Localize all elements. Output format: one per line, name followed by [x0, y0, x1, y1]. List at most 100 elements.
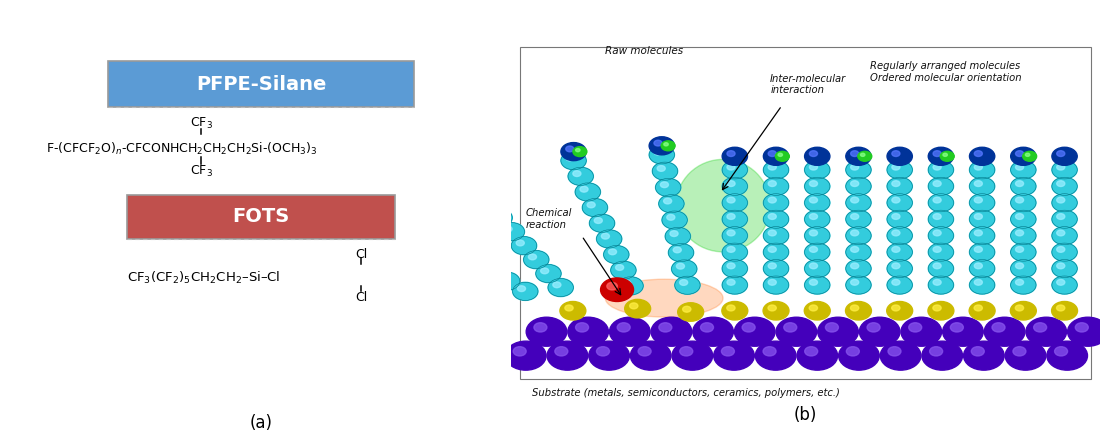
Circle shape: [722, 177, 748, 195]
Circle shape: [663, 198, 672, 204]
Circle shape: [1015, 214, 1023, 219]
Circle shape: [462, 181, 488, 199]
Ellipse shape: [675, 159, 770, 252]
Circle shape: [804, 147, 830, 165]
Circle shape: [845, 276, 871, 294]
Circle shape: [575, 148, 580, 152]
Circle shape: [659, 323, 672, 332]
Circle shape: [722, 301, 748, 320]
Circle shape: [523, 251, 549, 268]
Circle shape: [887, 194, 912, 212]
Circle shape: [651, 317, 692, 346]
Circle shape: [554, 346, 568, 356]
Circle shape: [630, 303, 638, 309]
Circle shape: [970, 243, 994, 261]
Circle shape: [970, 194, 994, 212]
Circle shape: [933, 164, 941, 170]
Circle shape: [1052, 226, 1078, 245]
Circle shape: [589, 341, 630, 370]
Circle shape: [403, 222, 429, 240]
Circle shape: [1025, 153, 1030, 156]
Circle shape: [809, 305, 818, 311]
Circle shape: [390, 215, 399, 221]
Circle shape: [513, 346, 527, 356]
Circle shape: [930, 346, 942, 356]
Circle shape: [597, 346, 610, 356]
Circle shape: [777, 317, 817, 346]
Circle shape: [667, 215, 674, 220]
Circle shape: [1011, 260, 1035, 278]
Circle shape: [660, 182, 669, 187]
Circle shape: [1057, 164, 1064, 170]
Circle shape: [603, 246, 629, 264]
Circle shape: [659, 194, 684, 213]
Circle shape: [662, 211, 688, 229]
Circle shape: [810, 151, 818, 156]
Circle shape: [940, 151, 954, 161]
Circle shape: [929, 243, 953, 261]
Circle shape: [677, 263, 684, 269]
Circle shape: [778, 153, 782, 156]
Circle shape: [734, 317, 775, 346]
Circle shape: [742, 323, 755, 332]
Circle shape: [652, 162, 678, 180]
Text: Raw molecules: Raw molecules: [605, 46, 683, 56]
Circle shape: [721, 346, 734, 356]
Circle shape: [655, 178, 681, 197]
Circle shape: [970, 147, 994, 165]
Circle shape: [810, 263, 818, 269]
Circle shape: [888, 346, 901, 356]
Circle shape: [845, 243, 871, 261]
Circle shape: [722, 243, 748, 261]
Circle shape: [601, 278, 633, 301]
Circle shape: [727, 247, 735, 252]
Circle shape: [810, 197, 818, 203]
Circle shape: [463, 255, 471, 261]
Circle shape: [825, 323, 839, 332]
Circle shape: [851, 164, 859, 170]
Circle shape: [933, 247, 941, 252]
Circle shape: [601, 233, 610, 239]
Circle shape: [763, 177, 789, 195]
Circle shape: [1010, 301, 1037, 320]
Circle shape: [450, 158, 476, 176]
Circle shape: [594, 218, 602, 223]
Circle shape: [929, 147, 953, 165]
Circle shape: [783, 323, 797, 332]
Circle shape: [610, 317, 650, 346]
Circle shape: [804, 161, 830, 179]
Circle shape: [680, 279, 688, 286]
Circle shape: [933, 214, 941, 219]
Circle shape: [590, 214, 614, 232]
Circle shape: [851, 197, 859, 203]
Circle shape: [456, 170, 463, 176]
Circle shape: [929, 276, 953, 294]
Circle shape: [933, 151, 941, 156]
Circle shape: [933, 197, 941, 203]
Text: Cl: Cl: [356, 291, 368, 304]
Circle shape: [859, 317, 900, 346]
Circle shape: [492, 212, 500, 218]
Circle shape: [1075, 323, 1089, 332]
Circle shape: [1015, 181, 1023, 187]
Circle shape: [804, 194, 830, 212]
Circle shape: [763, 346, 777, 356]
Circle shape: [804, 276, 830, 294]
Circle shape: [657, 166, 665, 171]
Circle shape: [575, 183, 600, 201]
Circle shape: [440, 242, 466, 260]
Circle shape: [379, 196, 393, 206]
Circle shape: [768, 151, 777, 156]
Circle shape: [669, 244, 693, 261]
Circle shape: [654, 149, 662, 155]
Circle shape: [850, 305, 859, 311]
Circle shape: [477, 262, 502, 280]
Circle shape: [974, 263, 982, 269]
Circle shape: [536, 265, 561, 283]
Circle shape: [609, 249, 617, 255]
Circle shape: [529, 254, 537, 260]
Circle shape: [851, 279, 859, 285]
Circle shape: [892, 279, 900, 285]
Circle shape: [1054, 346, 1068, 356]
Circle shape: [1023, 151, 1037, 161]
